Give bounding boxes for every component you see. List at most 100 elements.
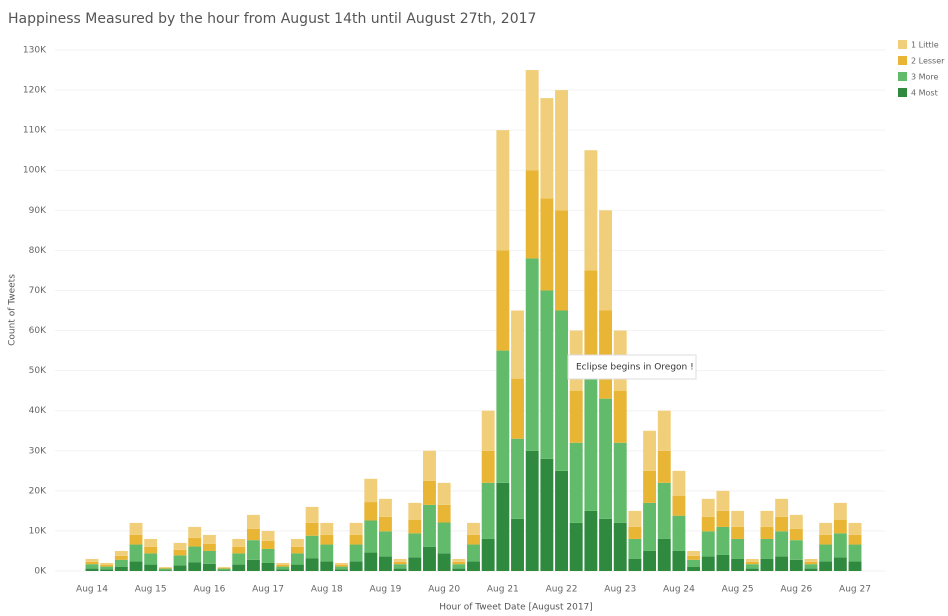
bar-segment [672,495,686,516]
bar-segment [188,562,202,571]
bar-segment [173,565,187,571]
bar-segment [716,526,730,555]
bar-segment [261,548,275,563]
x-tick-label: Aug 24 [663,585,695,595]
bar-segment [276,564,290,567]
bar-segment [158,567,172,569]
legend-label: 1 Little [911,41,939,50]
bar-segment [687,555,701,560]
bar-segment [657,450,671,483]
x-tick-label: Aug 27 [839,585,871,595]
bar-segment [305,506,319,523]
bar-segment [437,522,451,554]
bar-segment [379,556,392,571]
y-tick-label: 80K [29,246,47,256]
bar-segment [423,504,436,547]
bar-segment [188,546,202,563]
bar-segment [232,538,246,547]
bar-segment [657,482,671,539]
y-tick-label: 120K [23,86,47,96]
bar-segment [525,170,539,259]
bar-segment [188,526,202,538]
y-tick-label: 130K [23,46,47,56]
bar-segment [408,502,422,520]
bar-segment [114,566,128,571]
bar-segment [716,490,730,511]
bar-segment [731,538,745,559]
bar-segment [789,528,803,541]
bar-segment [775,556,789,571]
bar-segment [775,516,789,532]
bar-segment [408,557,422,571]
bar-segment [144,553,158,565]
bar-segment [833,557,847,571]
bar-segment [687,550,701,556]
bar-segment [261,530,275,541]
y-tick-label: 30K [29,446,47,456]
bar-segment [481,450,495,483]
bar-segment [437,482,451,505]
bar-segment [320,522,334,535]
bar-segment [114,555,128,560]
bar-segment [643,502,657,551]
y-tick-label: 10K [29,526,47,536]
bar-segment [305,558,319,571]
annotation-box [567,354,697,380]
bar-segment [349,534,363,545]
bar-segment [657,410,671,451]
y-tick-label: 90K [29,206,47,216]
bar-segment [232,546,246,554]
bar-segment [364,520,378,553]
bar-segment [848,561,862,571]
y-tick-label: 40K [29,406,47,416]
bar-segment [364,502,378,521]
bar-segment [129,522,143,535]
bar-segment [848,544,862,562]
y-tick-label: 70K [29,286,47,296]
bar-segment [775,498,789,517]
bar-segment [628,558,642,571]
bar-segment [202,550,216,564]
bar-segment [643,550,657,571]
bar-segment [760,558,774,571]
bar-segment [188,537,202,547]
bar-segment [687,566,701,571]
bar-segment [555,470,568,571]
bar-segment [452,561,466,565]
bar-segment [423,450,436,481]
bar-segment [379,531,392,557]
annotation-text: Eclipse begins in Oregon ! [576,363,694,373]
bar-segment [569,442,583,523]
bar-segment [290,538,304,547]
bar-segment [848,522,862,535]
bar-segment [584,510,598,571]
bar-segment [731,526,745,539]
legend-swatch [898,72,907,81]
legend-label: 4 Most [911,89,938,98]
bar-segment [305,522,319,536]
bar-segment [789,559,803,571]
x-tick-label: Aug 14 [76,585,108,595]
bar-segment [745,558,759,562]
bar-segment [100,562,114,565]
bar-segment [144,538,158,547]
bar-segment [379,516,392,532]
bar-segment [833,502,847,520]
bar-segment [760,538,774,559]
bar-segment [481,410,495,451]
chart-title: Happiness Measured by the hour from Augu… [8,11,536,27]
bar-segment [202,543,216,551]
bar-segment [555,90,568,211]
annotation: Eclipse begins in Oregon ! [567,354,697,380]
bar-segment [511,438,524,519]
y-tick-label: 50K [29,366,47,376]
bar-segment [349,544,363,562]
bar-segment [379,498,392,517]
bar-segment [467,544,480,562]
y-tick-label: 100K [23,166,47,176]
bar-segment [540,458,554,571]
bar-segment [246,540,260,560]
bar-segment [760,526,774,539]
legend: 1 Little 2 Lesser 3 More 4 Most [898,40,945,98]
